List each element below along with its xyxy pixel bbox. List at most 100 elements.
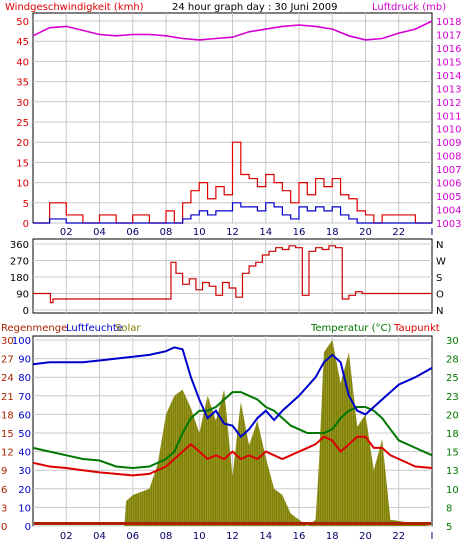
x-tick-label: 16 (293, 531, 306, 542)
rain-y-tick-label: 30 (1, 336, 14, 347)
x-tick-label: 10 (193, 531, 206, 542)
x-tick-label: 16 (293, 227, 306, 238)
rain-title: Regenmenge (1, 323, 67, 334)
wind-direction-line (33, 245, 432, 304)
wind-y-tick-label: 25 (16, 118, 29, 129)
direction-compass-label: N (436, 306, 443, 317)
wind-gust-line (33, 141, 432, 224)
humidity-y-tick-label: 10 (18, 503, 31, 514)
direction-compass-label: W (436, 257, 446, 268)
x-tick-label: 08 (160, 531, 173, 542)
temp-y-tick-label: 28 (446, 355, 459, 366)
temp-y-tick-label: 15 (446, 448, 459, 459)
pressure-y-tick-label: 1006 (436, 179, 461, 190)
temp-y-tick-label: 23 (446, 392, 459, 403)
pressure-title: Luftdruck (mb) (372, 2, 446, 13)
temperature-line (32, 391, 433, 470)
temp-y-tick-label: 20 (446, 410, 459, 421)
humidity-title: Luftfeuchte (66, 323, 123, 334)
x-tick-label: 20 (359, 227, 372, 238)
humidity-y-tick-label: 70 (18, 392, 31, 403)
wind-y-tick-label: 45 (16, 37, 29, 48)
x-tick-label: 08 (160, 227, 173, 238)
wind-avg-line (33, 202, 432, 224)
pressure-y-tick-label: 1015 (436, 57, 461, 68)
rain-baseline (34, 522, 431, 525)
pressure-y-tick-label: 1010 (436, 125, 461, 136)
humidity-y-tick-label: 50 (18, 429, 31, 440)
pressure-y-tick-label: 1016 (436, 44, 461, 55)
x-tick-label: 20 (359, 531, 372, 542)
x-tick-label: 04 (93, 531, 106, 542)
rain-y-tick-label: 24 (1, 373, 14, 384)
rain-y-tick-label: 27 (1, 355, 14, 366)
temp-y-tick-label: 8 (446, 503, 452, 514)
rain-y-tick-label: 15 (1, 429, 14, 440)
x-tick-label: 10 (193, 227, 206, 238)
temp-y-tick-label: 30 (446, 336, 459, 347)
direction-y-tick-label: 270 (10, 257, 29, 268)
x-tick-label: 02 (60, 227, 73, 238)
direction-y-tick-label: 360 (10, 240, 29, 251)
rain-y-tick-label: 21 (1, 392, 14, 403)
wind-y-tick-label: 20 (16, 138, 29, 149)
pressure-y-tick-label: 1013 (436, 84, 461, 95)
pressure-y-tick-label: 1018 (436, 17, 461, 28)
pressure-y-tick-label: 1007 (436, 165, 461, 176)
pressure-y-tick-label: 1004 (436, 206, 461, 217)
wind-y-tick-label: 5 (23, 199, 29, 210)
wind-y-tick-label: 35 (16, 78, 29, 89)
direction-y-tick-label: 0 (23, 306, 29, 317)
x-tick-label: 12 (226, 227, 239, 238)
x-tick-label: 18 (326, 227, 339, 238)
wind-y-tick-label: 30 (16, 98, 29, 109)
x-tick-label: 06 (126, 531, 139, 542)
x-tick-label: 22 (392, 531, 405, 542)
wind-y-tick-label: 15 (16, 158, 29, 169)
direction-compass-label: S (436, 273, 442, 284)
dewpoint-line (32, 435, 433, 477)
x-tick-label: 12 (226, 531, 239, 542)
rain-y-tick-label: 0 (1, 522, 7, 533)
humidity-line (32, 346, 433, 439)
pressure-y-tick-label: 1012 (436, 98, 461, 109)
dew-title: Taupunkt (393, 323, 440, 334)
direction-y-tick-label: 90 (16, 290, 29, 301)
pressure-y-tick-label: 1009 (436, 138, 461, 149)
rain-y-tick-label: 12 (1, 448, 14, 459)
humidity-y-tick-label: 80 (18, 373, 31, 384)
wind-y-tick-label: 10 (16, 179, 29, 190)
temp-y-tick-label: 10 (446, 485, 459, 496)
wind-y-tick-label: 0 (23, 219, 29, 230)
humidity-y-tick-label: 30 (18, 466, 31, 477)
x-tick-label: 18 (326, 531, 339, 542)
wind-title: Windgeschwindigkeit (kmh) (5, 2, 144, 13)
pressure-y-tick-label: 1011 (436, 111, 461, 122)
direction-compass-label: N (436, 240, 443, 251)
x-tick-label: 02 (60, 531, 73, 542)
rain-y-tick-label: 3 (1, 503, 7, 514)
temp-title: Temperatur (°C) (310, 323, 391, 334)
temp-y-tick-label: 5 (446, 522, 452, 533)
temp-y-tick-label: 18 (446, 429, 459, 440)
solar-area (33, 340, 432, 526)
graph-title: 24 hour graph day : 30 Juni 2009 (172, 2, 338, 13)
humidity-y-tick-label: 0 (25, 522, 31, 533)
temp-y-tick-label: 13 (446, 466, 459, 477)
pressure-y-tick-label: 1005 (436, 192, 461, 203)
x-tick-label: 22 (392, 227, 405, 238)
x-tick-label: 04 (93, 227, 106, 238)
solar-title: Solar (115, 323, 141, 334)
humidity-y-tick-label: 100 (12, 336, 31, 347)
pressure-line (32, 20, 433, 41)
rain-y-tick-label: 18 (1, 410, 14, 421)
rain-y-tick-label: 9 (1, 466, 7, 477)
pressure-y-tick-label: 1003 (436, 219, 461, 230)
wind-y-tick-label: 50 (16, 17, 29, 28)
pressure-y-tick-label: 1017 (436, 30, 461, 41)
pressure-y-tick-label: 1014 (436, 71, 461, 82)
rain-y-tick-label: 6 (1, 485, 7, 496)
x-tick-label: I (431, 227, 434, 238)
